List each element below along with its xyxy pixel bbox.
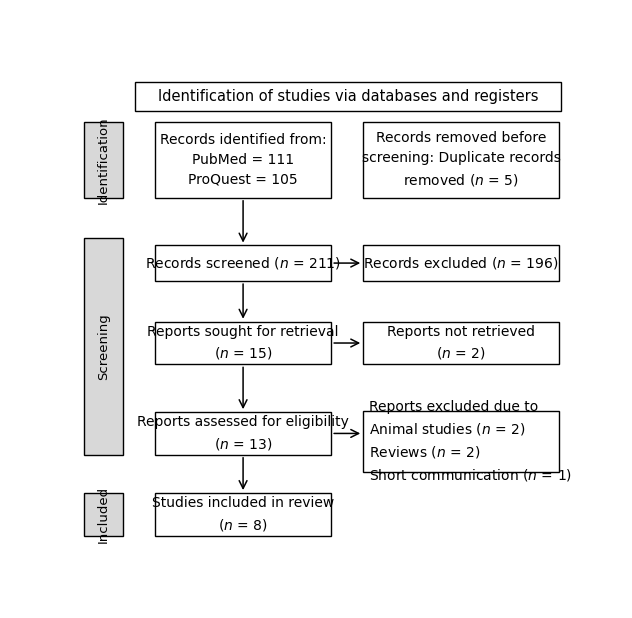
Bar [135, 82, 561, 111]
Text: Reports assessed for eligibility
($n$ = 13): Reports assessed for eligibility ($n$ = … [137, 415, 349, 452]
Text: Records removed before
screening: Duplicate records
removed ($n$ = 5): Records removed before screening: Duplic… [362, 132, 561, 188]
Text: Reports not retrieved
($n$ = 2): Reports not retrieved ($n$ = 2) [387, 324, 535, 362]
Bar [363, 122, 559, 198]
Bar [363, 321, 559, 365]
Text: Included: Included [97, 486, 110, 543]
Text: Identification: Identification [97, 116, 110, 203]
Bar [363, 245, 559, 281]
Bar [155, 493, 331, 536]
Bar [84, 122, 123, 198]
Text: Records screened ($n$ = 211): Records screened ($n$ = 211) [145, 255, 341, 271]
Text: Reports excluded due to
Animal studies ($n$ = 2)
Reviews ($n$ = 2)
Short communi: Reports excluded due to Animal studies (… [369, 400, 572, 483]
Text: Identification of studies via databases and registers: Identification of studies via databases … [158, 89, 538, 104]
Text: Studies included in review
($n$ = 8): Studies included in review ($n$ = 8) [152, 496, 334, 533]
Bar [155, 245, 331, 281]
Text: Reports sought for retrieval
($n$ = 15): Reports sought for retrieval ($n$ = 15) [147, 324, 339, 362]
Bar [363, 410, 559, 472]
Bar [155, 412, 331, 455]
Text: Screening: Screening [97, 313, 110, 380]
Bar [84, 493, 123, 536]
Text: Records excluded ($n$ = 196): Records excluded ($n$ = 196) [363, 255, 559, 271]
Text: Records identified from:
PubMed = 111
ProQuest = 105: Records identified from: PubMed = 111 Pr… [160, 133, 326, 187]
Bar [84, 239, 123, 455]
Bar [155, 321, 331, 365]
Bar [155, 122, 331, 198]
